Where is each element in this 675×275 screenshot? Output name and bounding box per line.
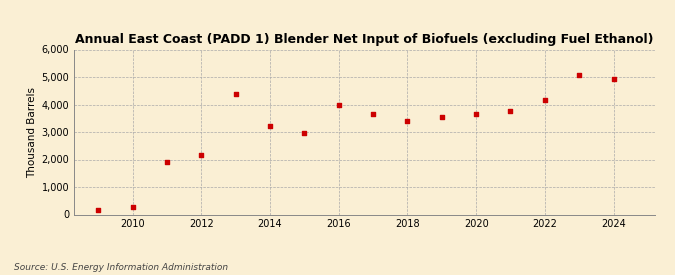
Point xyxy=(402,119,413,123)
Point xyxy=(608,77,619,81)
Point xyxy=(470,112,481,116)
Point xyxy=(505,108,516,113)
Y-axis label: Thousand Barrels: Thousand Barrels xyxy=(28,87,38,177)
Point xyxy=(333,103,344,107)
Point xyxy=(161,160,172,164)
Point xyxy=(539,98,550,102)
Point xyxy=(128,204,138,209)
Point xyxy=(368,112,379,116)
Point xyxy=(265,124,275,128)
Point xyxy=(574,73,585,77)
Text: Source: U.S. Energy Information Administration: Source: U.S. Energy Information Administ… xyxy=(14,263,227,272)
Point xyxy=(299,131,310,135)
Title: Annual East Coast (PADD 1) Blender Net Input of Biofuels (excluding Fuel Ethanol: Annual East Coast (PADD 1) Blender Net I… xyxy=(75,32,654,46)
Point xyxy=(93,208,104,213)
Point xyxy=(196,152,207,157)
Point xyxy=(436,115,447,119)
Point xyxy=(230,91,241,96)
